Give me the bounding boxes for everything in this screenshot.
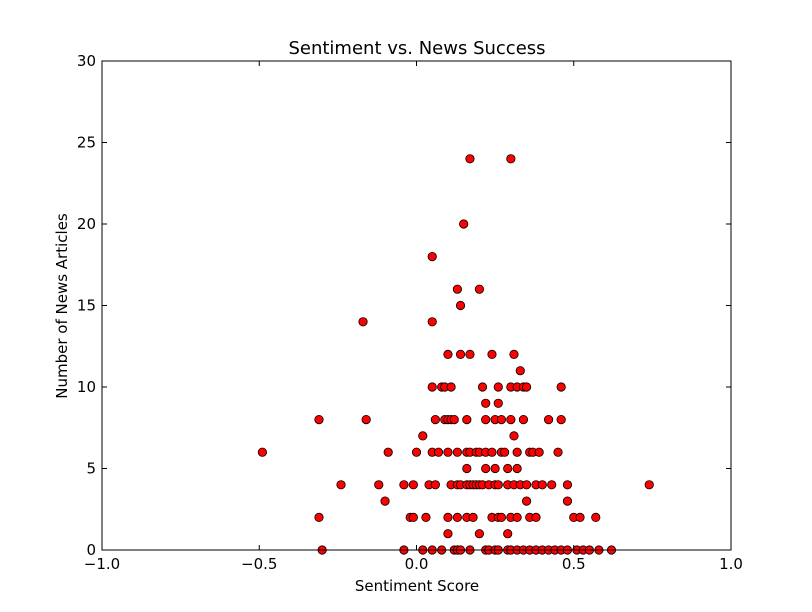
data-point bbox=[556, 414, 566, 425]
data-point bbox=[515, 366, 525, 376]
data-point bbox=[452, 284, 462, 294]
data-point bbox=[509, 431, 519, 441]
data-point bbox=[430, 480, 440, 490]
data-point bbox=[449, 414, 459, 425]
data-point bbox=[521, 496, 532, 506]
data-point bbox=[518, 414, 529, 425]
y-tick-label: 0 bbox=[86, 541, 96, 559]
x-tick-label: 0.0 bbox=[405, 555, 429, 573]
data-point bbox=[493, 382, 503, 392]
data-point bbox=[591, 512, 601, 523]
data-point bbox=[537, 480, 547, 490]
data-point bbox=[455, 300, 466, 311]
data-point bbox=[499, 447, 510, 457]
data-point bbox=[446, 382, 456, 392]
data-point bbox=[443, 447, 453, 457]
data-point bbox=[427, 252, 437, 262]
data-point bbox=[543, 414, 554, 425]
data-point bbox=[314, 414, 324, 425]
data-point bbox=[374, 480, 384, 490]
data-point bbox=[418, 431, 428, 441]
data-point bbox=[408, 512, 418, 523]
data-point bbox=[427, 317, 437, 327]
data-point bbox=[336, 480, 346, 490]
data-point bbox=[361, 414, 371, 425]
data-point bbox=[462, 463, 472, 474]
data-point bbox=[553, 447, 563, 457]
data-point bbox=[427, 382, 437, 392]
data-point bbox=[481, 463, 491, 474]
data-point bbox=[380, 496, 390, 506]
chart-title: Sentiment vs. News Success bbox=[288, 38, 545, 59]
data-point bbox=[556, 382, 566, 392]
data-point bbox=[481, 414, 491, 425]
y-tick-label: 10 bbox=[77, 378, 96, 396]
data-point bbox=[521, 480, 532, 490]
data-point bbox=[433, 447, 444, 457]
data-point bbox=[503, 463, 513, 474]
y-axis-label: Number of News Articles bbox=[53, 213, 71, 399]
data-point bbox=[512, 512, 522, 523]
data-point bbox=[465, 154, 475, 164]
data-point bbox=[421, 512, 431, 523]
data-point bbox=[521, 382, 532, 392]
data-point bbox=[411, 447, 422, 457]
data-point bbox=[512, 463, 522, 474]
x-tick-label: −0.5 bbox=[241, 555, 277, 573]
y-tick-label: 5 bbox=[86, 460, 96, 478]
data-point bbox=[474, 529, 484, 539]
data-point bbox=[506, 414, 516, 425]
data-point bbox=[257, 447, 267, 457]
data-point bbox=[490, 463, 500, 474]
data-point bbox=[481, 398, 491, 408]
data-point bbox=[562, 480, 573, 490]
data-point bbox=[452, 512, 462, 523]
data-point bbox=[358, 317, 368, 327]
data-point bbox=[468, 512, 478, 523]
data-point bbox=[399, 480, 409, 490]
data-point bbox=[408, 480, 418, 490]
data-point bbox=[493, 480, 503, 490]
data-point bbox=[443, 512, 453, 523]
data-point bbox=[506, 154, 516, 164]
data-point bbox=[644, 480, 654, 490]
points-layer bbox=[257, 154, 654, 555]
data-point bbox=[575, 512, 585, 523]
data-point bbox=[443, 529, 453, 539]
data-point bbox=[487, 447, 497, 457]
data-point bbox=[452, 447, 462, 457]
data-point bbox=[547, 480, 557, 490]
x-tick-label: −1.0 bbox=[84, 555, 120, 573]
data-point bbox=[509, 349, 519, 359]
data-point bbox=[383, 447, 393, 457]
data-point bbox=[477, 382, 488, 392]
y-tick-label: 20 bbox=[77, 215, 96, 233]
data-point bbox=[512, 447, 522, 457]
data-point bbox=[430, 414, 440, 425]
data-point bbox=[487, 349, 497, 359]
x-axis-label: Sentiment Score bbox=[355, 577, 479, 595]
data-point bbox=[493, 398, 503, 408]
data-point bbox=[443, 349, 453, 359]
y-tick-label: 30 bbox=[77, 52, 96, 70]
data-point bbox=[455, 349, 466, 359]
data-point bbox=[534, 447, 544, 457]
data-point bbox=[562, 496, 573, 506]
data-point bbox=[314, 512, 324, 523]
x-tick-label: 0.5 bbox=[562, 555, 586, 573]
data-point bbox=[496, 512, 507, 523]
data-point bbox=[462, 414, 472, 425]
y-tick-label: 15 bbox=[77, 297, 96, 315]
data-point bbox=[465, 349, 475, 359]
data-point bbox=[531, 512, 541, 523]
data-point bbox=[474, 284, 484, 294]
x-tick-label: 1.0 bbox=[719, 555, 743, 573]
data-point bbox=[459, 219, 469, 229]
y-tick-label: 25 bbox=[77, 134, 96, 152]
ticks-layer: −1.0 −0.5 0.0 0.5 1.0 0 5 10 15 20 25 30 bbox=[77, 52, 743, 573]
data-point bbox=[503, 529, 513, 539]
data-point bbox=[496, 414, 507, 425]
